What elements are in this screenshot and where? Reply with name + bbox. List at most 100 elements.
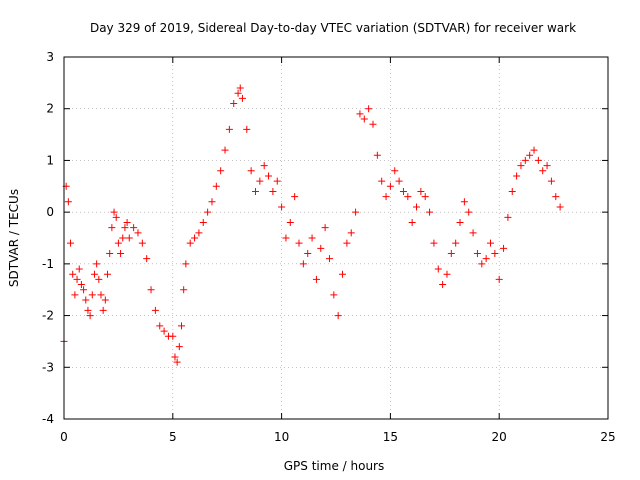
x-tick-label: 10: [274, 430, 289, 444]
data-point: [112, 213, 120, 221]
data-point: [123, 218, 131, 226]
data-point: [151, 306, 159, 314]
data-point: [234, 89, 242, 97]
data-point: [147, 286, 155, 294]
data-point: [130, 224, 138, 232]
data-point: [99, 306, 107, 314]
y-axis-label: SDTVAR / TECUs: [7, 189, 21, 287]
data-point: [93, 260, 101, 268]
data-point: [101, 296, 109, 304]
data-point: [478, 260, 486, 268]
data-point: [119, 234, 127, 242]
data-point: [138, 239, 146, 247]
data-point: [443, 270, 451, 278]
data-point: [426, 208, 434, 216]
data-point: [77, 281, 85, 289]
data-series: [60, 84, 564, 366]
chart-title: Day 329 of 2019, Sidereal Day-to-day VTE…: [90, 21, 576, 35]
data-point: [508, 187, 516, 195]
data-point: [212, 182, 220, 190]
y-tick-label: 3: [46, 50, 54, 64]
data-point: [106, 250, 114, 258]
data-point: [530, 146, 538, 154]
data-point: [86, 312, 94, 320]
data-point: [391, 167, 399, 175]
data-point: [110, 208, 118, 216]
data-point: [378, 177, 386, 185]
data-point: [304, 250, 312, 258]
data-point: [439, 281, 447, 289]
data-point: [160, 327, 168, 335]
data-point: [204, 208, 212, 216]
data-point: [513, 172, 521, 180]
data-point: [67, 239, 75, 247]
data-point: [356, 110, 364, 118]
data-point: [312, 275, 320, 283]
data-point: [156, 322, 164, 330]
data-point: [73, 275, 81, 283]
data-point: [430, 239, 438, 247]
data-point: [108, 224, 116, 232]
data-point: [552, 193, 560, 201]
data-point: [278, 203, 286, 211]
data-point: [321, 224, 329, 232]
x-axis-label: GPS time / hours: [284, 459, 385, 473]
data-point: [121, 224, 129, 232]
data-point: [199, 218, 207, 226]
data-point: [84, 306, 92, 314]
x-tick-label: 20: [492, 430, 507, 444]
data-point: [221, 146, 229, 154]
data-point: [69, 270, 77, 278]
data-point: [125, 234, 133, 242]
data-point: [517, 162, 525, 170]
data-point: [90, 270, 98, 278]
data-point: [143, 255, 151, 263]
data-point: [251, 187, 259, 195]
data-point: [238, 94, 246, 102]
data-point: [182, 260, 190, 268]
data-point: [308, 234, 316, 242]
data-point: [95, 275, 103, 283]
data-point: [236, 84, 244, 92]
data-point: [347, 229, 355, 237]
data-point: [71, 291, 79, 299]
data-point: [365, 105, 373, 113]
data-point: [247, 167, 255, 175]
data-point: [547, 177, 555, 185]
data-point: [465, 208, 473, 216]
y-tick-label: 2: [46, 102, 54, 116]
data-point: [395, 177, 403, 185]
data-point: [180, 286, 188, 294]
data-point: [134, 229, 142, 237]
data-point: [317, 244, 325, 252]
x-tick-label: 5: [169, 430, 177, 444]
data-point: [291, 193, 299, 201]
data-point: [369, 120, 377, 128]
data-point: [521, 156, 529, 164]
data-point: [404, 193, 412, 201]
data-point: [243, 125, 251, 133]
data-point: [191, 234, 199, 242]
data-point: [373, 151, 381, 159]
data-point: [273, 177, 281, 185]
data-point: [452, 239, 460, 247]
data-point: [482, 255, 490, 263]
axis-ticks: -4 -3 -2 -1 0 1 2 3 0 5 10 15 20 25: [42, 50, 616, 444]
plot-frame: [63, 56, 609, 420]
data-point: [256, 177, 264, 185]
data-point: [178, 322, 186, 330]
data-point: [413, 203, 421, 211]
data-point: [265, 172, 273, 180]
data-point: [114, 239, 122, 247]
data-point: [97, 291, 105, 299]
data-point: [339, 270, 347, 278]
data-point: [534, 156, 542, 164]
data-point: [486, 239, 494, 247]
y-tick-label: -4: [42, 412, 54, 426]
data-point: [217, 167, 225, 175]
data-point: [299, 260, 307, 268]
x-tick-label: 15: [383, 430, 398, 444]
data-point: [80, 286, 88, 294]
